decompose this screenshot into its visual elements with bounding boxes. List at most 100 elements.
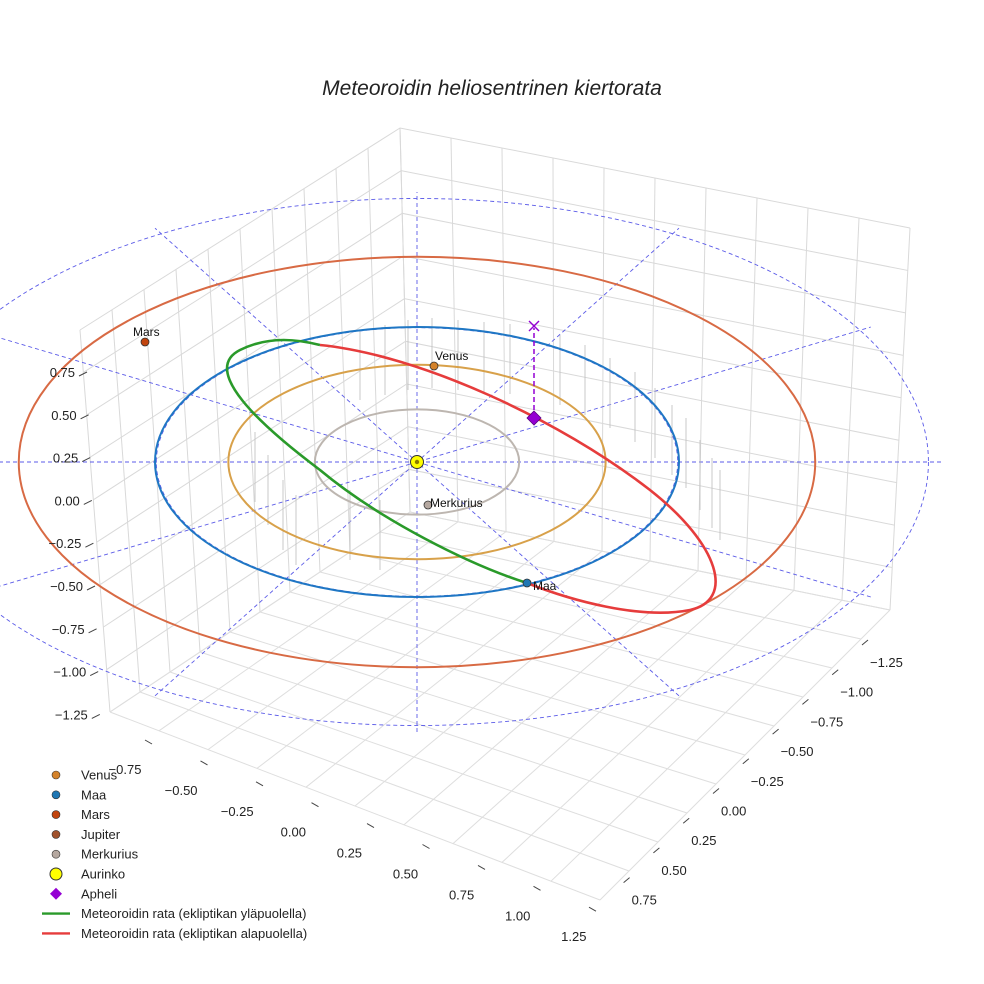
grid-line — [106, 468, 893, 670]
grid-line — [83, 170, 908, 373]
aphelion-projection-marker — [528, 320, 540, 332]
z-tick-label: −0.25 — [48, 536, 81, 551]
y-tick-mark — [861, 639, 869, 646]
grid-line — [93, 298, 902, 501]
sun-core — [414, 459, 420, 465]
y-tick-label: −1.00 — [840, 685, 873, 700]
bodies: Mars Venus Merkurius Maa — [133, 325, 557, 593]
z-tick-mark — [86, 585, 96, 591]
x-tick-mark — [366, 823, 375, 829]
grid-line — [96, 340, 899, 543]
z-tick-mark — [80, 414, 89, 420]
legend-item: Jupiter — [51, 827, 121, 842]
grid-line — [450, 137, 459, 522]
grid-line — [841, 217, 860, 601]
grid-line — [239, 228, 261, 613]
z-tick-label: 0.00 — [54, 493, 79, 508]
orbit-mars — [17, 255, 817, 669]
meteoroid-trajectory — [225, 320, 717, 614]
pane-grid — [79, 127, 911, 901]
grid-line — [501, 147, 507, 532]
legend-label: Meteoroidin rata (ekliptikan yläpuolella… — [81, 906, 306, 921]
y-tick-label: −0.75 — [810, 714, 843, 729]
grid-line — [271, 208, 291, 593]
x-tick-label: −0.75 — [109, 762, 142, 777]
grid-line — [109, 511, 891, 713]
floor-grid-line — [409, 511, 891, 611]
x-tick-label: 0.50 — [393, 867, 418, 882]
legend-item: Aurinko — [49, 867, 125, 882]
legend-label: Jupiter — [81, 827, 121, 842]
grid-line — [745, 197, 758, 581]
x-axis-ticks: −0.75 −0.50 −0.25 0.00 0.25 0.50 0.75 1.00 1.25 — [109, 739, 597, 944]
z-tick-mark — [83, 499, 93, 505]
grid-line — [889, 227, 911, 611]
grid-line — [111, 309, 141, 693]
legend-item: Meteoroidin rata (ekliptikan yläpuolella… — [42, 906, 306, 921]
grid-line — [86, 212, 906, 416]
grid-line — [335, 168, 351, 553]
chart-title: Meteoroidin heliosentrinen kiertorata — [322, 77, 662, 100]
y-tick-label: −0.25 — [751, 774, 784, 789]
ecliptic-reference-lines — [0, 192, 941, 732]
z-tick-mark — [88, 628, 97, 634]
z-tick-label: −1.00 — [53, 665, 86, 680]
legend-swatch-circle — [51, 849, 61, 859]
floor-grid-line — [550, 599, 843, 882]
x-tick-label: 0.00 — [281, 825, 306, 840]
z-tick-mark — [81, 457, 91, 463]
floor-grid-line — [379, 531, 862, 640]
floor-grid-line — [349, 551, 833, 669]
grid-line — [399, 127, 411, 513]
legend-swatch-circle — [51, 770, 61, 780]
grid-line — [79, 329, 111, 713]
orbit-venus — [227, 363, 607, 561]
floor-grid-line — [319, 571, 804, 698]
grid-line — [103, 426, 895, 628]
legend-item: Merkurius — [51, 847, 139, 862]
grid-line — [697, 187, 707, 571]
legend-label: Aurinko — [81, 867, 125, 882]
x-tick-label: 1.25 — [561, 929, 586, 944]
planet-merkurius — [423, 500, 433, 510]
z-tick-mark — [78, 371, 88, 377]
planet-label-maa: Maa — [533, 579, 557, 593]
y-tick-mark — [742, 758, 750, 765]
floor-grid-line — [452, 580, 747, 844]
grid-line — [207, 249, 231, 633]
grid-line — [79, 127, 911, 331]
x-tick-label: 0.75 — [449, 887, 474, 902]
legend-label: Merkurius — [81, 847, 139, 862]
floor-grid-line — [259, 611, 746, 756]
planet-label-venus: Venus — [435, 349, 468, 363]
y-tick-label: 0.50 — [661, 863, 686, 878]
grid-line — [601, 167, 605, 552]
x-tick-mark — [311, 802, 319, 808]
x-tick-label: 1.00 — [505, 908, 530, 923]
grid-line — [649, 177, 656, 562]
planet-label-mars: Mars — [133, 325, 160, 339]
z-axis-ticks: 0.75 0.50 0.25 0.00 −0.25 −0.50 −0.75 −1.00 −1.2… — [48, 365, 101, 722]
x-tick-mark — [144, 739, 153, 745]
floor-grid-line — [599, 609, 891, 901]
y-axis-ticks: −1.25 −1.00 −0.75 −0.50 −0.25 0.00 0.25 0.50 0.7… — [623, 639, 903, 908]
x-tick-mark — [255, 781, 264, 787]
legend-item: Meteoroidin rata (ekliptikan alapuolella… — [42, 926, 307, 941]
z-tick-label: −1.25 — [55, 707, 88, 722]
legend-label: Apheli — [81, 886, 117, 901]
legend-swatch-circle — [49, 867, 63, 881]
grid-line — [793, 207, 809, 591]
planet-venus — [429, 361, 439, 371]
trajectory-drop-lines — [254, 318, 721, 570]
y-tick-mark — [772, 728, 779, 735]
z-tick-label: 0.50 — [51, 408, 76, 423]
y-tick-label: 0.00 — [721, 804, 746, 819]
legend-swatch-circle — [51, 790, 61, 800]
legend-item: Apheli — [50, 886, 117, 901]
planet-maa — [522, 578, 532, 588]
y-tick-mark — [623, 877, 630, 883]
x-tick-mark — [533, 885, 541, 891]
legend-label: Meteoroidin rata (ekliptikan alapuolella… — [81, 926, 307, 941]
x-tick-label: 0.25 — [337, 846, 362, 861]
